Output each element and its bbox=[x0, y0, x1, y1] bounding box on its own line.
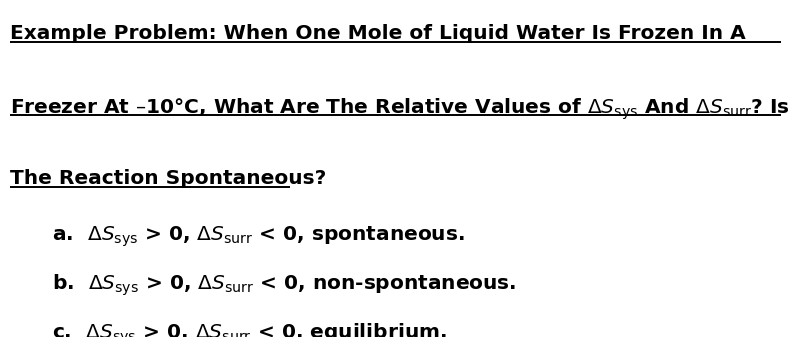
Text: The Reaction Spontaneous?: The Reaction Spontaneous? bbox=[10, 168, 326, 187]
Text: b.  $\Delta S_{\mathsf{sys}}$ > 0, $\Delta S_{\mathsf{surr}}$ < 0, non-spontaneo: b. $\Delta S_{\mathsf{sys}}$ > 0, $\Delt… bbox=[52, 273, 516, 299]
Text: Example Problem: When One Mole of Liquid Water Is Frozen In A: Example Problem: When One Mole of Liquid… bbox=[10, 24, 745, 42]
Text: c.  $\Delta S_{\mathsf{sys}}$ > 0, $\Delta S_{\mathsf{surr}}$ < 0, equilibrium.: c. $\Delta S_{\mathsf{sys}}$ > 0, $\Delt… bbox=[52, 322, 447, 337]
Text: Freezer At –10°C, What Are The Relative Values of $\Delta S_{\mathsf{sys}}$ And : Freezer At –10°C, What Are The Relative … bbox=[10, 96, 789, 122]
Text: a.  $\Delta S_{\mathsf{sys}}$ > 0, $\Delta S_{\mathsf{surr}}$ < 0, spontaneous.: a. $\Delta S_{\mathsf{sys}}$ > 0, $\Delt… bbox=[52, 224, 464, 249]
